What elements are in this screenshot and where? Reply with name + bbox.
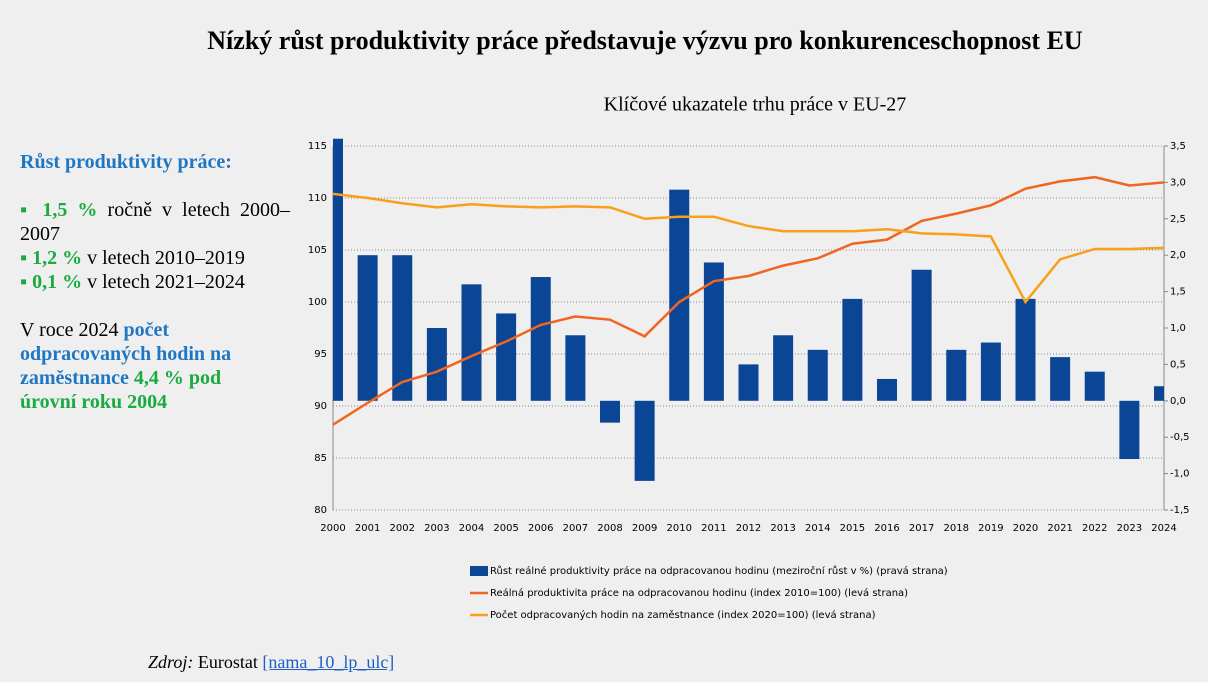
y-tick-label: 95 <box>314 349 327 360</box>
x-tick-label: 2001 <box>355 523 380 534</box>
x-tick-label: 2000 <box>320 523 345 534</box>
sidebar-heading: Růst produktivity práce: <box>20 151 232 173</box>
legend-swatch <box>470 566 488 576</box>
bar <box>1154 386 1164 401</box>
bar <box>530 277 551 401</box>
bullet-text: v letech 2010–2019 <box>87 247 245 269</box>
bar <box>392 255 413 401</box>
page-title: Nízký růst produktivity práce představuj… <box>207 26 1083 55</box>
legend-label: Růst reálné produktivity práce na odprac… <box>490 565 948 577</box>
sidebar: Růst produktivity práce: ▪ 1,5 % ročně v… <box>20 150 290 414</box>
note: V roce 2024 počet odpracovaných hodin na… <box>20 318 280 414</box>
x-tick-label: 2022 <box>1082 523 1107 534</box>
x-tick-label: 2014 <box>805 523 830 534</box>
bar <box>461 284 482 401</box>
x-tick-label: 2002 <box>390 523 415 534</box>
bar <box>1015 298 1036 401</box>
bar <box>1119 400 1140 460</box>
bar <box>600 400 620 423</box>
bullet: ▪ 1,2 % v letech 2010–2019 <box>20 247 245 269</box>
x-tick-label: 2003 <box>424 523 449 534</box>
y2-tick-label: 3,5 <box>1170 141 1186 152</box>
x-tick-label: 2007 <box>563 523 588 534</box>
x-tick-label: 2020 <box>1013 523 1038 534</box>
bar <box>703 262 724 401</box>
bar <box>773 335 794 401</box>
line <box>332 192 1165 305</box>
source-link[interactable]: [nama_10_lp_ulc] <box>262 652 395 672</box>
source: Zdroj: Eurostat [nama_10_lp_ulc] <box>148 652 394 673</box>
bar <box>980 342 1001 401</box>
bar <box>634 400 655 481</box>
x-tick-label: 2011 <box>701 523 726 534</box>
line <box>332 175 1165 426</box>
x-tick-label: 2012 <box>736 523 761 534</box>
y2-tick-label: 2,5 <box>1170 214 1186 225</box>
bar <box>877 378 897 401</box>
bar <box>1084 371 1105 401</box>
y2-tick-label: 2,0 <box>1170 250 1186 261</box>
x-tick-label: 2008 <box>597 523 622 534</box>
y-tick-label: 110 <box>308 193 327 204</box>
bar <box>911 269 932 401</box>
y-tick-label: 90 <box>314 401 327 412</box>
y-tick-label: 85 <box>314 453 327 464</box>
bullet-text: v letech 2021–2024 <box>87 271 245 293</box>
y2-tick-label: -0,5 <box>1170 432 1190 443</box>
bullet: ▪ 1,5 % ročně v letech 2000–2007 <box>20 199 291 245</box>
bar <box>565 335 586 401</box>
y2-tick-label: 1,0 <box>1170 323 1186 334</box>
bullet: ▪ 0,1 % v letech 2021–2024 <box>20 271 245 293</box>
x-tick-label: 2016 <box>874 523 899 534</box>
x-tick-label: 2004 <box>459 523 484 534</box>
x-tick-label: 2018 <box>944 523 969 534</box>
bar <box>496 313 517 401</box>
bar <box>946 349 967 401</box>
y-tick-label: 105 <box>308 245 327 256</box>
note-text: počet odpracovaných hodin na zaměstnance <box>20 319 232 389</box>
x-tick-label: 2010 <box>667 523 692 534</box>
y2-tick-label: 1,5 <box>1170 287 1186 298</box>
note-text: pod úrovní roku 2004 <box>20 367 222 413</box>
bullet-text: ročně v letech 2000–2007 <box>20 199 291 245</box>
source-text: Eurostat <box>197 652 258 672</box>
legend-label: Reálná produktivita práce na odpracovano… <box>490 587 908 599</box>
x-tick-label: 2019 <box>978 523 1003 534</box>
x-tick-label: 2017 <box>909 523 934 534</box>
x-tick-label: 2005 <box>493 523 518 534</box>
y2-tick-label: -1,0 <box>1170 469 1190 480</box>
x-tick-label: 2021 <box>1047 523 1072 534</box>
x-tick-label: 2023 <box>1117 523 1142 534</box>
x-tick-label: 2015 <box>840 523 865 534</box>
bar <box>807 349 828 401</box>
x-tick-label: 2006 <box>528 523 553 534</box>
y-tick-label: 115 <box>308 141 327 152</box>
bar <box>333 138 343 401</box>
bar <box>669 189 690 401</box>
y2-tick-label: 0,0 <box>1170 396 1186 407</box>
x-tick-label: 2009 <box>632 523 657 534</box>
bar <box>738 364 759 401</box>
bar <box>842 298 863 401</box>
bar <box>357 255 378 401</box>
y-tick-label: 80 <box>314 505 327 516</box>
x-tick-label: 2013 <box>770 523 795 534</box>
bullet-value: 0,1 % <box>32 271 83 293</box>
y2-tick-label: -1,5 <box>1170 505 1190 516</box>
note-text: V roce 2024 <box>20 319 119 341</box>
y2-tick-label: 3,0 <box>1170 177 1186 188</box>
x-tick-label: 2024 <box>1151 523 1176 534</box>
source-label: Zdroj: <box>148 652 194 672</box>
bullet-value: 1,2 % <box>32 247 83 269</box>
chart-title: Klíčové ukazatele trhu práce v EU-27 <box>604 94 907 116</box>
y2-tick-label: 0,5 <box>1170 359 1186 370</box>
bullet-value: 1,5 % <box>42 199 98 221</box>
bar <box>426 328 447 401</box>
bar <box>1050 357 1071 401</box>
legend-label: Počet odpracovaných hodin na zaměstnance… <box>490 609 876 621</box>
y-tick-label: 100 <box>308 297 327 308</box>
note-value: 4,4 % <box>133 367 184 389</box>
